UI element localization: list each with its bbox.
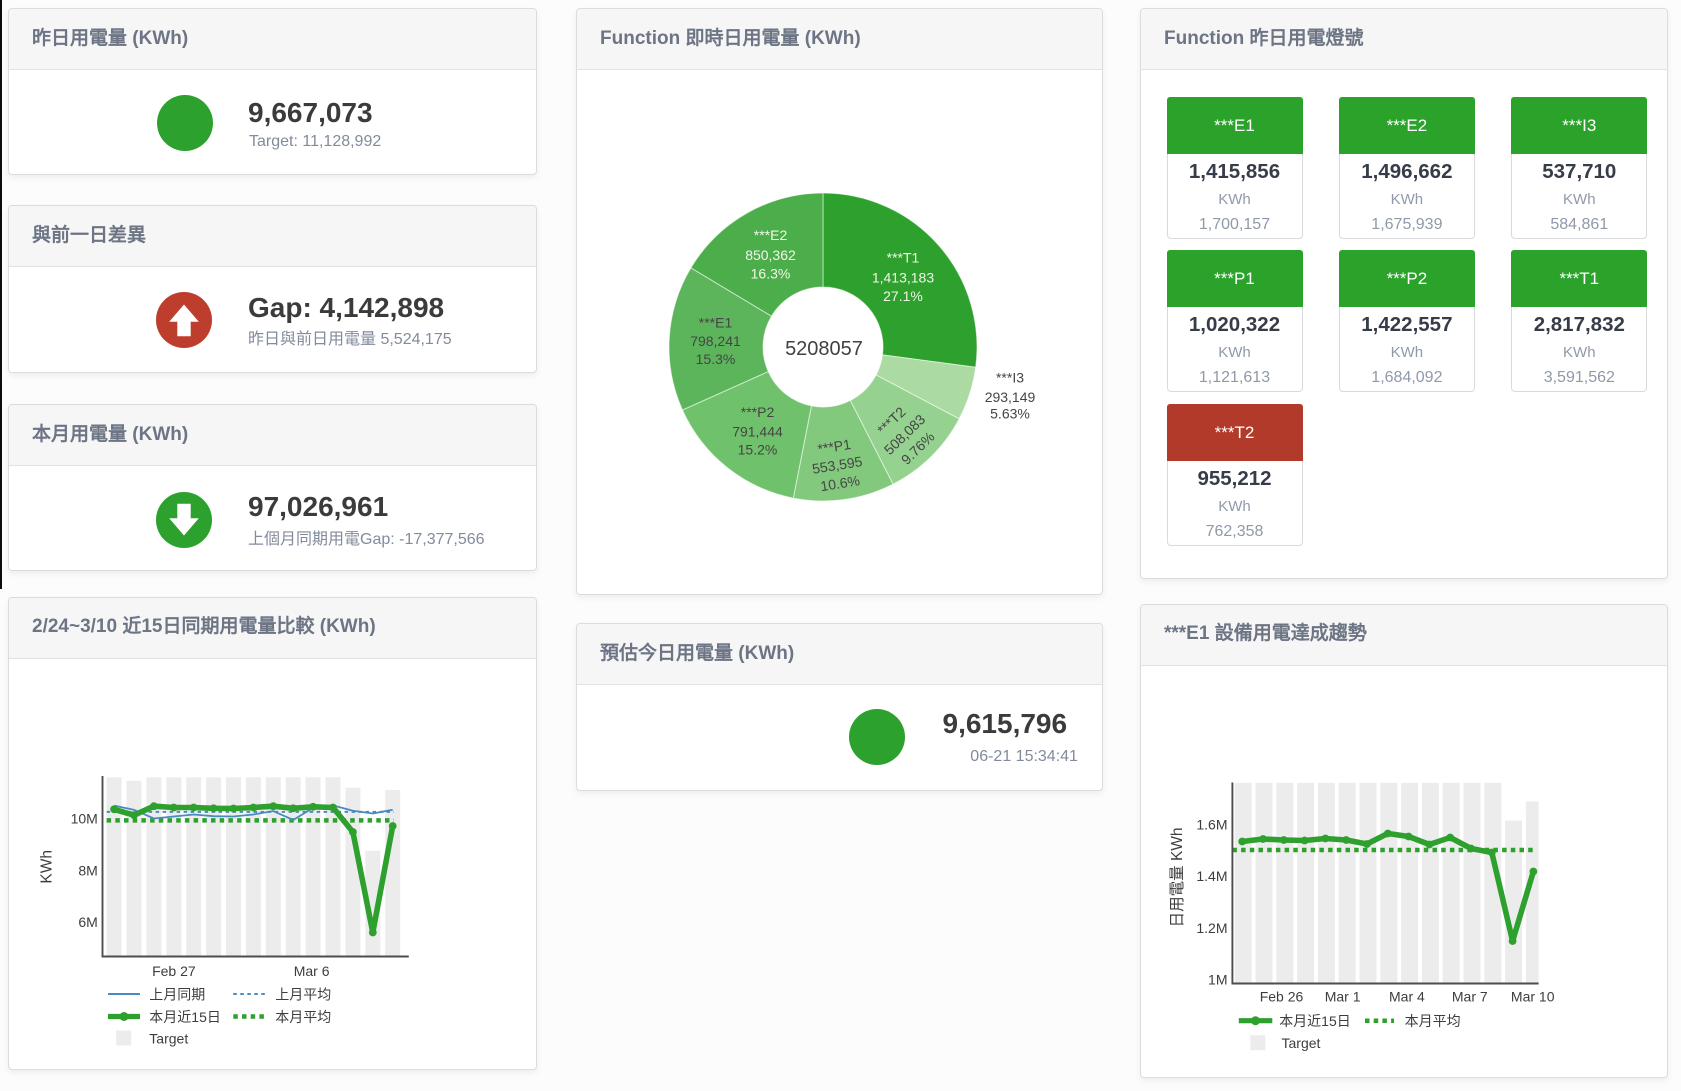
svg-text:1M: 1M — [1208, 972, 1227, 988]
svg-text:293,149: 293,149 — [985, 389, 1036, 405]
svg-text:553,595: 553,595 — [811, 453, 864, 477]
svg-text:***T1: ***T1 — [887, 250, 920, 266]
svg-text:上月平均: 上月平均 — [275, 987, 331, 1003]
svg-text:Mar 4: Mar 4 — [1389, 988, 1425, 1004]
svg-text:15.3%: 15.3% — [696, 351, 736, 367]
svg-text:10.6%: 10.6% — [819, 472, 861, 494]
svg-text:Target: Target — [1282, 1035, 1321, 1051]
svg-text:***E2: ***E2 — [754, 227, 788, 243]
svg-text:798,241: 798,241 — [690, 333, 741, 349]
svg-text:KWh: KWh — [39, 850, 56, 884]
svg-text:本月平均: 本月平均 — [275, 1009, 331, 1025]
svg-text:Mar 10: Mar 10 — [1511, 988, 1555, 1004]
svg-text:Feb 26: Feb 26 — [1260, 988, 1304, 1004]
svg-text:Mar 7: Mar 7 — [1452, 988, 1488, 1004]
svg-text:本月近15日: 本月近15日 — [149, 1009, 221, 1025]
svg-text:1.4M: 1.4M — [1196, 868, 1227, 884]
svg-text:10M: 10M — [71, 811, 98, 827]
svg-text:上月同期: 上月同期 — [149, 987, 205, 1003]
svg-text:5.63%: 5.63% — [990, 406, 1030, 422]
svg-text:本月平均: 本月平均 — [1405, 1013, 1461, 1029]
svg-text:日用電量 KWh: 日用電量 KWh — [1169, 827, 1186, 927]
svg-text:Target: Target — [149, 1031, 188, 1047]
svg-text:791,444: 791,444 — [732, 424, 783, 440]
svg-text:1.2M: 1.2M — [1196, 920, 1227, 936]
svg-text:Mar 6: Mar 6 — [294, 963, 330, 979]
svg-text:8M: 8M — [78, 862, 97, 878]
svg-text:16.3%: 16.3% — [751, 265, 791, 281]
svg-text:***I3: ***I3 — [996, 370, 1024, 386]
svg-text:Feb 27: Feb 27 — [152, 963, 196, 979]
svg-text:850,362: 850,362 — [745, 247, 796, 263]
svg-text:15.2%: 15.2% — [738, 441, 778, 457]
svg-text:1,413,183: 1,413,183 — [872, 269, 934, 285]
svg-text:5208057: 5208057 — [785, 338, 863, 360]
svg-text:6M: 6M — [78, 914, 97, 930]
svg-text:本月近15日: 本月近15日 — [1279, 1013, 1351, 1029]
svg-text:Mar 1: Mar 1 — [1325, 988, 1361, 1004]
svg-text:***P2: ***P2 — [741, 404, 775, 420]
svg-text:***P1: ***P1 — [816, 436, 852, 457]
svg-text:***E1: ***E1 — [699, 315, 733, 331]
svg-text:1.6M: 1.6M — [1196, 817, 1227, 833]
svg-text:27.1%: 27.1% — [883, 288, 923, 304]
